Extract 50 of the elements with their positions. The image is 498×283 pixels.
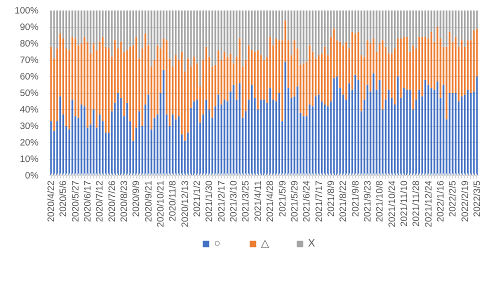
y-tick-label: 80% bbox=[20, 38, 38, 48]
x-tick-label: 2021/2/17 bbox=[216, 180, 226, 222]
y-tick-label: 50% bbox=[20, 88, 38, 98]
x-tick-label: 2021/9/23 bbox=[362, 180, 372, 222]
y-tick-label: 30% bbox=[20, 121, 38, 131]
y-tick-label: 40% bbox=[20, 104, 38, 114]
x-tick-label: 2021/7/17 bbox=[314, 180, 324, 222]
x-tick-label: 2021/8/22 bbox=[338, 180, 348, 222]
x-tick-label: 2021/1/2 bbox=[192, 180, 202, 217]
x-tick-label: 2021/8/9 bbox=[326, 180, 336, 217]
x-tick-label: 2021/4/28 bbox=[265, 180, 276, 222]
x-tick-label: 2021/3/10 bbox=[228, 180, 239, 222]
x-tick-label: 2020/4/22 bbox=[46, 180, 56, 222]
x-tick-label: 2022/3/5 bbox=[472, 180, 482, 217]
x-tick-label: 2021/10/8 bbox=[374, 180, 385, 222]
legend-label: △ bbox=[261, 236, 270, 250]
x-tick-label: 2021/11/28 bbox=[411, 180, 422, 226]
x-tick-label: 2021/9/8 bbox=[350, 180, 360, 217]
y-tick-label: 60% bbox=[20, 72, 38, 82]
x-tick-label: 2021/3/25 bbox=[240, 180, 251, 222]
x-tick-label: 2020/7/26 bbox=[106, 180, 117, 222]
x-tick-label: 2021/6/24 bbox=[302, 180, 312, 222]
x-tick-label: 2020/6/17 bbox=[82, 180, 93, 222]
x-tick-label: 2021/12/24 bbox=[423, 180, 434, 228]
x-tick-label: 2021/1/30 bbox=[204, 180, 214, 222]
x-tick-label: 2022/1/16 bbox=[435, 180, 446, 222]
x-tick-label: 2021/5/9 bbox=[277, 180, 288, 217]
y-tick-label: 0% bbox=[25, 170, 38, 180]
y-tick-label: 100% bbox=[14, 6, 38, 16]
x-tick-label: 2020/5/6 bbox=[58, 180, 68, 217]
y-tick-label: 20% bbox=[20, 138, 38, 148]
x-tick-label: 2021/4/11 bbox=[252, 180, 263, 222]
x-tick-label: 2022/2/19 bbox=[460, 180, 470, 222]
y-tick-label: 70% bbox=[20, 55, 38, 65]
x-tick-label: 2021/5/29 bbox=[289, 180, 300, 222]
x-tick-label: 2020/7/12 bbox=[94, 180, 105, 222]
x-tick-label: 2020/9/21 bbox=[143, 180, 154, 222]
x-tick-label: 2020/10/21 bbox=[156, 180, 166, 228]
legend-label: ○ bbox=[214, 237, 222, 249]
x-tick-label: 2021/11/10 bbox=[398, 180, 409, 226]
x-tick-label: 2020/11/8 bbox=[168, 180, 178, 222]
y-tick-label: 90% bbox=[20, 22, 38, 32]
y-tick-label: 10% bbox=[20, 154, 38, 164]
x-tick-label: 2020/9/9 bbox=[131, 180, 142, 217]
x-tick-label: 2020/8/23 bbox=[119, 180, 130, 222]
x-tick-label: 2021/10/24 bbox=[386, 180, 397, 228]
x-tick-label: 2020/12/13 bbox=[180, 180, 190, 228]
x-tick-label: 2022/2/5 bbox=[448, 180, 458, 217]
x-tick-label: 2020/5/27 bbox=[70, 180, 80, 222]
legend-label: X bbox=[308, 237, 316, 249]
